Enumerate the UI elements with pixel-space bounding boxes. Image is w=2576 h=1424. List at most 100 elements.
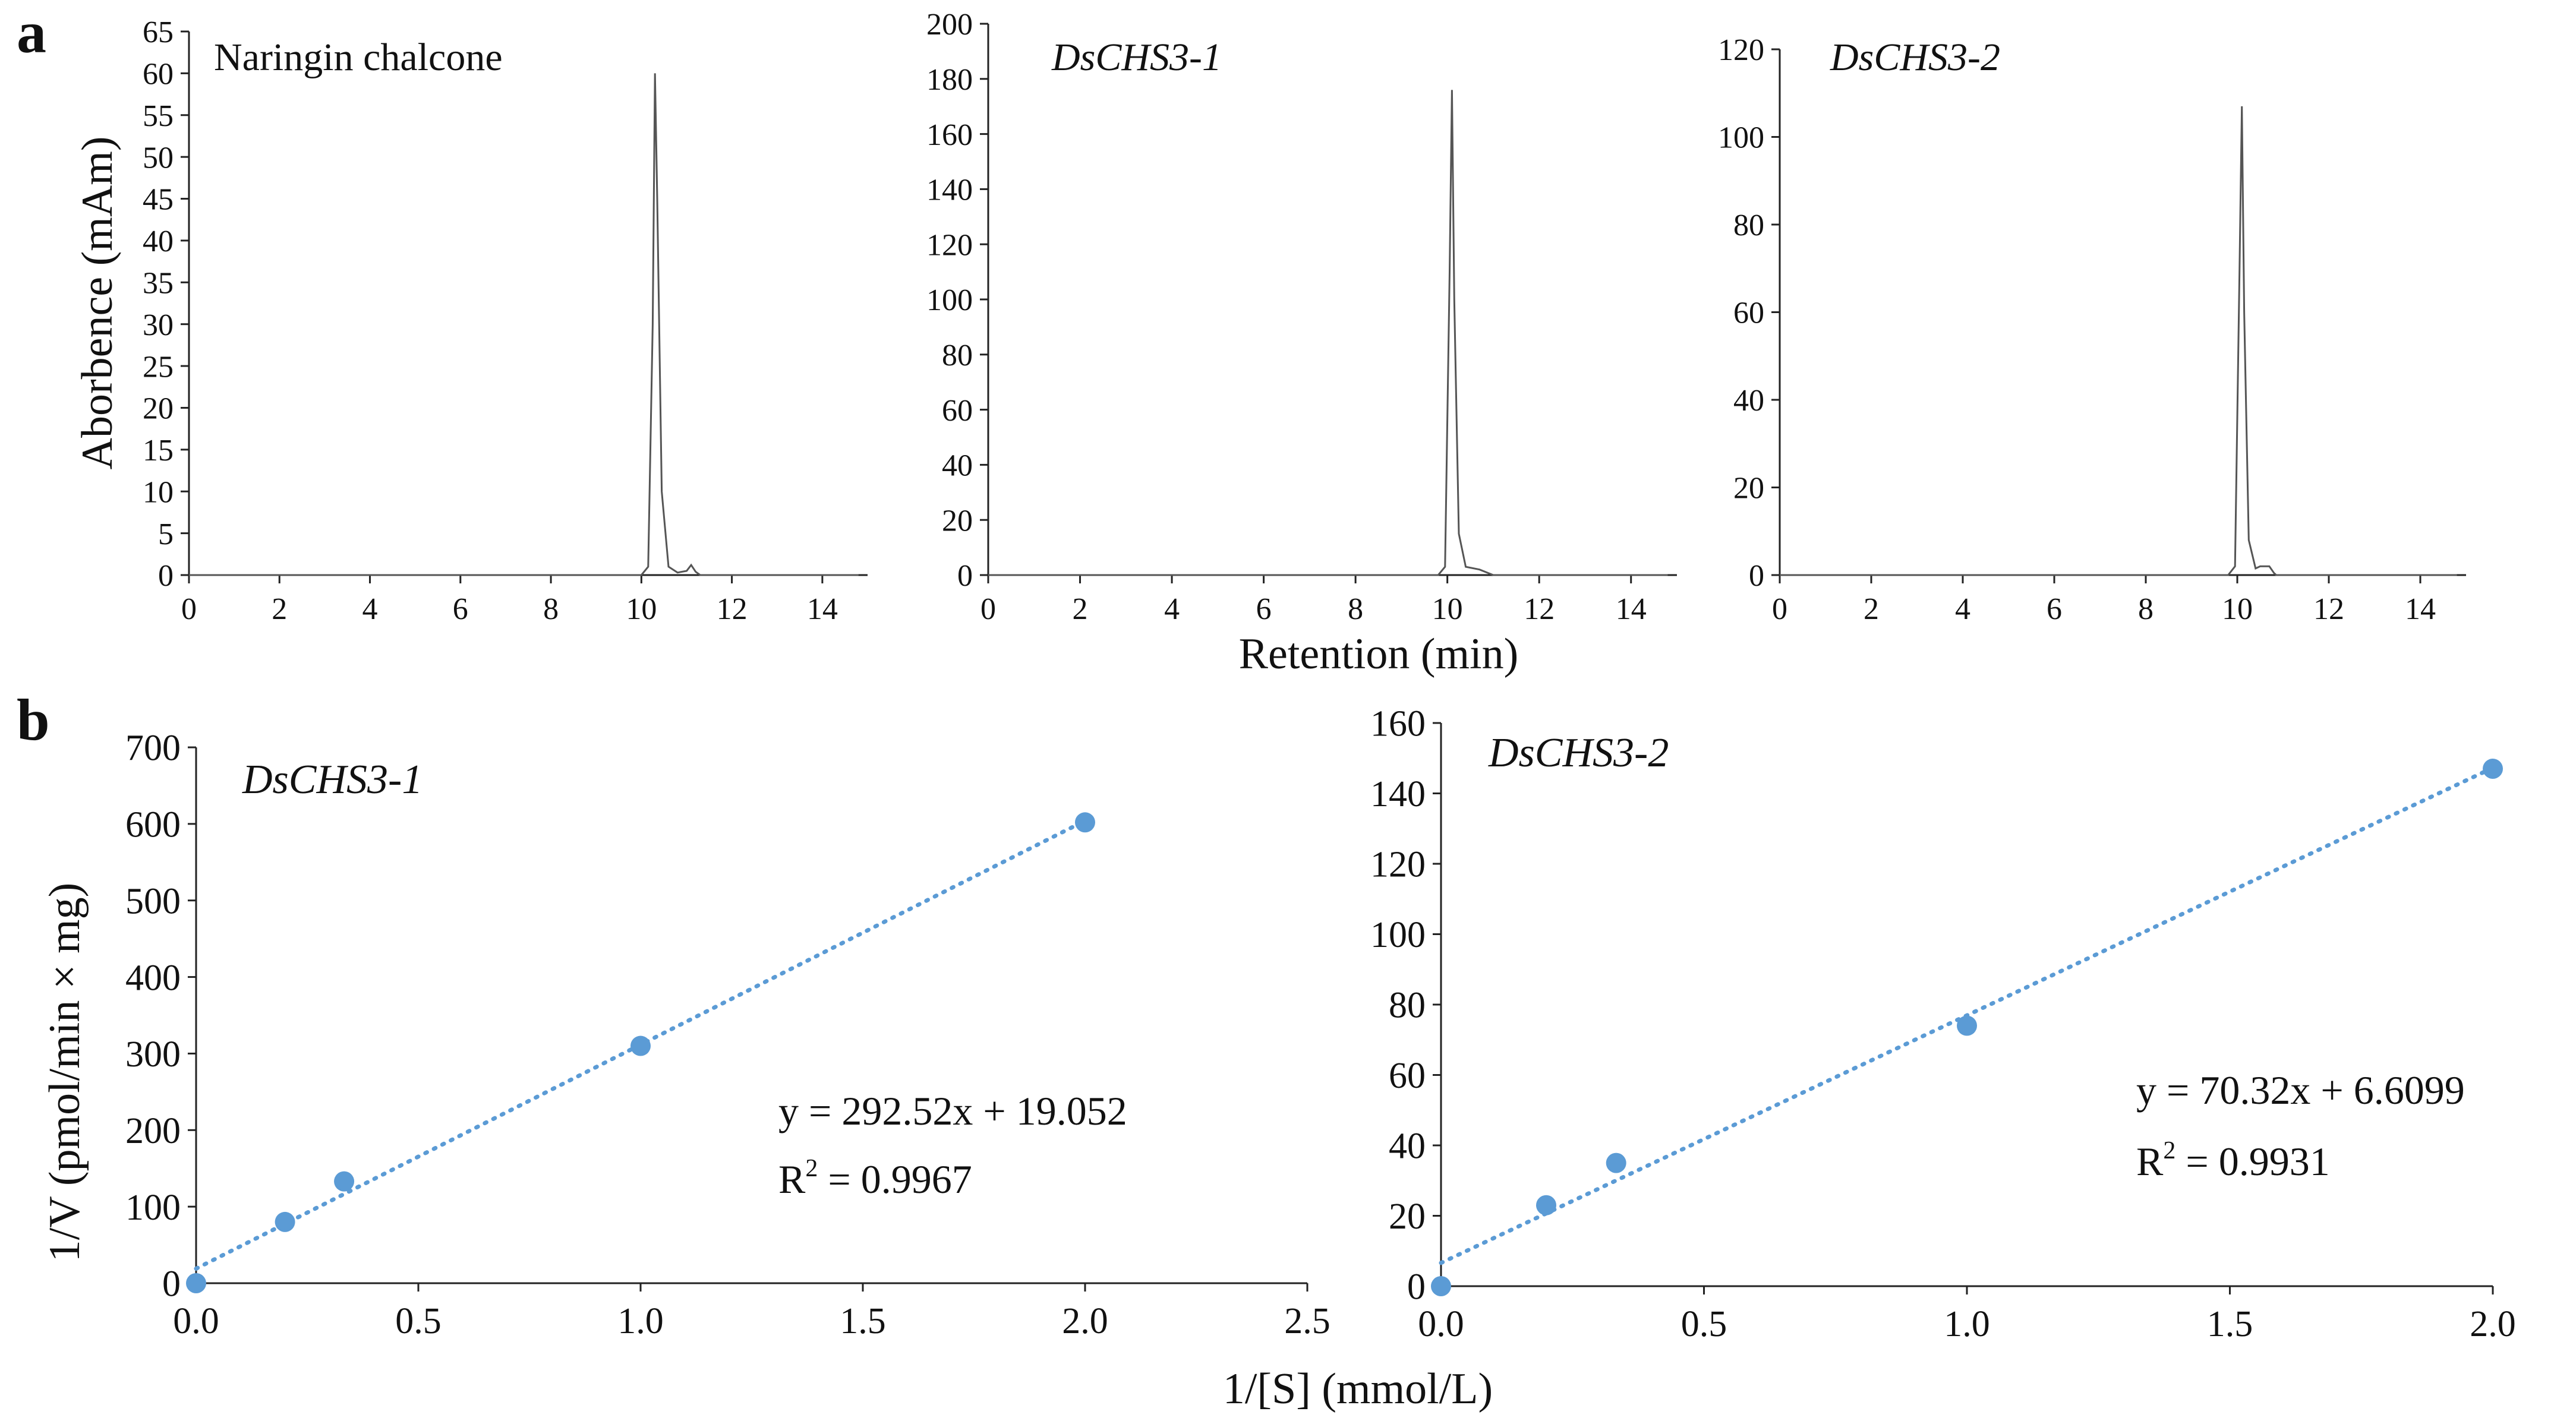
x-tick-label: 0 <box>181 592 197 626</box>
y-tick-label: 120 <box>1718 33 1764 67</box>
y-tick-label: 60 <box>143 58 174 91</box>
x-tick-label: 1.5 <box>840 1301 886 1341</box>
y-tick-label: 600 <box>125 805 181 845</box>
chromatogram-trace <box>988 90 1668 576</box>
x-tick-label: 14 <box>807 592 838 626</box>
data-point <box>275 1211 295 1232</box>
regression-equation: y = 70.32x + 6.6099 <box>2136 1068 2465 1113</box>
y-tick-label: 20 <box>942 504 973 538</box>
x-tick-label: 4 <box>1164 592 1180 626</box>
chart-title: DsCHS3-1 <box>1051 36 1222 79</box>
regression-equation: y = 292.52x + 19.052 <box>778 1088 1127 1133</box>
y-tick-label: 20 <box>1733 472 1764 506</box>
y-tick-label: 180 <box>926 63 973 97</box>
x-tick-label: 12 <box>1524 592 1555 626</box>
a-x-axis-label: Retention (min) <box>1239 630 1519 678</box>
x-tick-label: 10 <box>2222 592 2253 626</box>
x-tick-label: 2.0 <box>2470 1304 2516 1344</box>
y-tick-label: 700 <box>125 728 181 769</box>
x-tick-label: 2 <box>1073 592 1088 626</box>
y-tick-label: 0 <box>158 559 174 593</box>
y-tick-label: 50 <box>143 141 174 175</box>
x-tick-label: 8 <box>1348 592 1363 626</box>
data-point <box>334 1171 355 1192</box>
x-tick-label: 0 <box>1772 592 1787 626</box>
x-tick-label: 0 <box>980 592 996 626</box>
y-tick-label: 300 <box>125 1034 181 1075</box>
y-tick-label: 35 <box>143 267 174 301</box>
y-tick-label: 15 <box>143 434 174 468</box>
x-tick-label: 0.5 <box>1681 1304 1727 1344</box>
panel-label-a: a <box>17 0 46 65</box>
r-squared: R2 = 0.9967 <box>778 1155 972 1202</box>
chart-title: Naringin chalcone <box>214 36 503 79</box>
y-tick-label: 40 <box>942 449 973 483</box>
x-tick-label: 4 <box>362 592 378 626</box>
data-point <box>1957 1015 1977 1036</box>
y-tick-label: 40 <box>1389 1126 1426 1167</box>
data-point <box>630 1035 651 1056</box>
y-tick-label: 120 <box>926 228 973 262</box>
x-tick-label: 2 <box>1864 592 1879 626</box>
x-tick-label: 14 <box>1616 592 1647 626</box>
trendline <box>1439 766 2495 1265</box>
x-tick-label: 0.5 <box>395 1301 442 1341</box>
x-tick-label: 8 <box>543 592 559 626</box>
b-y-axis-label: 1/V (pmol/min × mg) <box>40 883 89 1262</box>
x-tick-label: 6 <box>453 592 468 626</box>
y-tick-label: 20 <box>1389 1196 1426 1237</box>
a-y-axis-label: Aborbence (mAm) <box>73 137 122 470</box>
y-tick-label: 55 <box>143 99 174 133</box>
y-tick-label: 400 <box>125 958 181 998</box>
x-tick-label: 14 <box>2405 592 2436 626</box>
y-tick-label: 160 <box>926 118 973 152</box>
x-tick-label: 1.5 <box>2207 1304 2253 1344</box>
r-squared: R2 = 0.9931 <box>2136 1137 2330 1184</box>
y-tick-label: 65 <box>143 15 174 49</box>
chromatogram-trace <box>189 73 859 576</box>
y-tick-label: 5 <box>158 517 174 551</box>
y-tick-label: 100 <box>1370 915 1426 955</box>
x-tick-label: 2.0 <box>1062 1301 1108 1341</box>
y-tick-label: 40 <box>143 225 174 258</box>
chart-title: DsCHS3-2 <box>1830 36 2000 79</box>
chart-title: DsCHS3-1 <box>242 757 422 803</box>
chart-1: 0 5 10 15 20 25 30 35 40 45 50 55 60 65 0 2 4 6 8 10 12 14 Nar… <box>143 15 868 626</box>
y-tick-label: 80 <box>1389 986 1426 1026</box>
y-tick-label: 60 <box>1389 1056 1426 1096</box>
y-tick-label: 0 <box>957 559 973 593</box>
b-x-axis-label: 1/[S] (mmol/L) <box>1223 1365 1493 1413</box>
y-tick-label: 60 <box>942 394 973 428</box>
y-tick-label: 200 <box>125 1111 181 1151</box>
y-tick-label: 30 <box>143 308 174 342</box>
data-point <box>2483 759 2503 779</box>
x-tick-label: 12 <box>717 592 748 626</box>
y-tick-label: 0 <box>1749 559 1764 593</box>
y-tick-label: 100 <box>926 283 973 317</box>
x-tick-label: 1.0 <box>1944 1304 1990 1344</box>
chart-5: 0 20 40 60 80 100 120 140 160 0.0 0.5 1.0 1.5 2.0 DsCH… <box>1370 704 2516 1344</box>
y-tick-label: 40 <box>1733 384 1764 418</box>
y-tick-label: 160 <box>1370 704 1426 744</box>
y-tick-label: 500 <box>125 881 181 921</box>
y-tick-label: 0 <box>1407 1267 1426 1308</box>
x-tick-label: 10 <box>1432 592 1463 626</box>
chart-4: 0 100 200 300 400 500 600 700 0.0 0.5 1.0 1.5 2.0 2.5… <box>125 728 1330 1341</box>
x-tick-label: 1.0 <box>617 1301 664 1341</box>
x-tick-label: 0.0 <box>1418 1304 1464 1344</box>
y-tick-label: 100 <box>125 1188 181 1228</box>
data-point <box>1075 812 1095 833</box>
chart-2: 0 20 40 60 80 100 120 140 160 180 200 0 2 4 6 8 10 12 14 Ds… <box>926 8 1677 626</box>
data-point <box>1536 1195 1556 1215</box>
x-tick-label: 12 <box>2313 592 2344 626</box>
y-tick-label: 0 <box>162 1264 181 1305</box>
y-tick-label: 140 <box>1370 774 1426 814</box>
x-tick-label: 2 <box>272 592 287 626</box>
data-point <box>1606 1153 1626 1173</box>
y-tick-label: 120 <box>1370 845 1426 885</box>
y-tick-label: 10 <box>143 475 174 509</box>
x-tick-label: 2.5 <box>1284 1301 1330 1341</box>
y-tick-label: 20 <box>143 392 174 426</box>
